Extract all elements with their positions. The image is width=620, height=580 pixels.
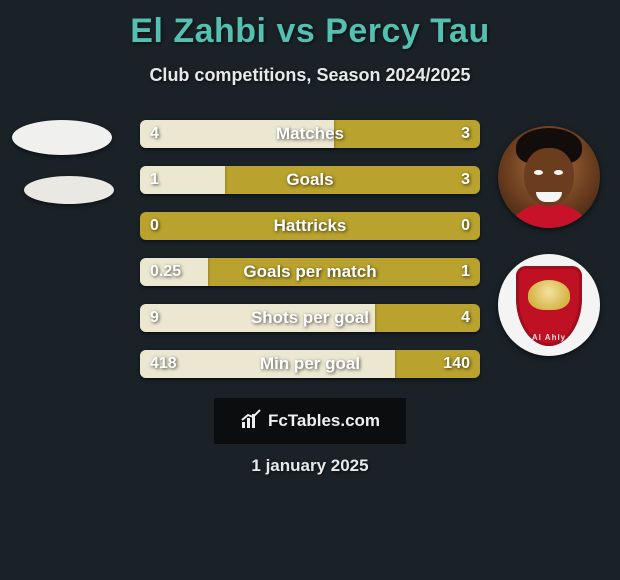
stat-value-right: 3 [461, 166, 470, 194]
stats-chart: 43Matches13Goals00Hattricks0.251Goals pe… [140, 120, 480, 396]
stat-value-left: 418 [150, 350, 177, 378]
bar-fill [140, 304, 375, 332]
bar-track [140, 212, 480, 240]
date-label: 1 january 2025 [0, 456, 620, 476]
player-right-jersey [504, 204, 594, 228]
stat-value-left: 9 [150, 304, 159, 332]
player-right-eye [534, 170, 543, 175]
player-left-photo [12, 120, 112, 155]
club-eagle-icon [528, 280, 570, 310]
bar-fill [140, 350, 395, 378]
player-right-eye [554, 170, 563, 175]
stat-row: 94Shots per goal [140, 304, 480, 332]
player-right-photo [498, 126, 600, 228]
stat-row: 418140Min per goal [140, 350, 480, 378]
stat-value-left: 1 [150, 166, 159, 194]
watermark-box: FcTables.com [214, 398, 406, 444]
player-left-club-badge [24, 176, 114, 204]
stat-value-left: 4 [150, 120, 159, 148]
stat-value-right: 0 [461, 212, 470, 240]
stat-row: 13Goals [140, 166, 480, 194]
stat-row: 43Matches [140, 120, 480, 148]
stat-value-left: 0 [150, 212, 159, 240]
comparison-infographic: El Zahbi vs Percy Tau Club competitions,… [0, 0, 620, 580]
stat-value-left: 0.25 [150, 258, 181, 286]
stat-row: 0.251Goals per match [140, 258, 480, 286]
club-name-label: Al Ahly [498, 333, 600, 342]
stat-row: 00Hattricks [140, 212, 480, 240]
watermark-text: FcTables.com [268, 411, 380, 431]
stat-value-right: 4 [461, 304, 470, 332]
stat-value-right: 140 [443, 350, 470, 378]
fctables-logo-icon [240, 408, 262, 435]
player-right-club-badge: Al Ahly [498, 254, 600, 356]
subtitle: Club competitions, Season 2024/2025 [0, 65, 620, 86]
page-title: El Zahbi vs Percy Tau [0, 12, 620, 51]
bar-fill [140, 120, 334, 148]
stat-value-right: 1 [461, 258, 470, 286]
stat-value-right: 3 [461, 120, 470, 148]
